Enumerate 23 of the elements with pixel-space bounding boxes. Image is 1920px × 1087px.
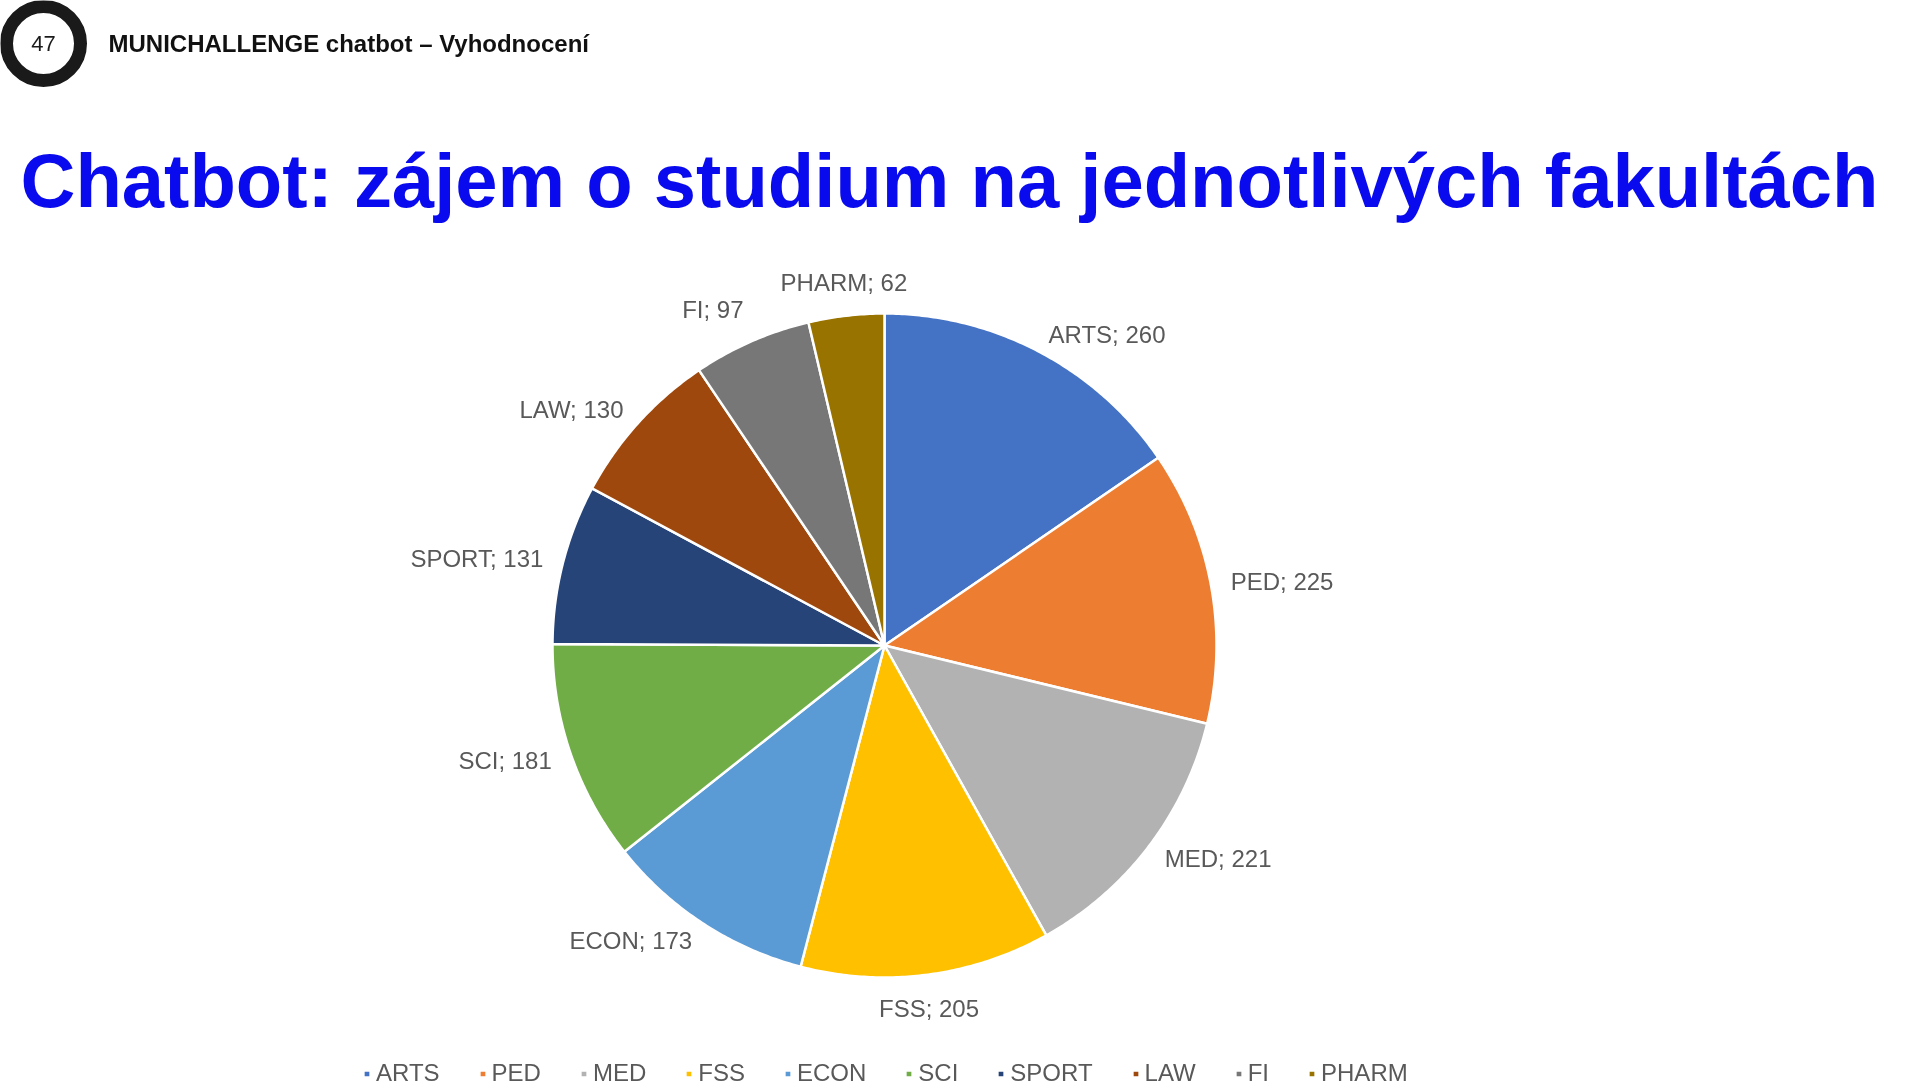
legend-label: FI	[1247, 1059, 1270, 1087]
legend-label: SPORT	[1010, 1059, 1093, 1087]
data-label: PED; 225	[1230, 568, 1334, 596]
data-label: MED; 221	[1164, 844, 1272, 872]
data-label: ARTS; 260	[1048, 320, 1166, 348]
legend-label: LAW	[1144, 1059, 1196, 1087]
data-label: FI; 97	[682, 295, 744, 323]
legend-label: PED	[491, 1059, 541, 1087]
legend-label: SCI	[918, 1059, 959, 1087]
data-label: SCI; 181	[458, 747, 552, 774]
legend-label: MED	[592, 1059, 647, 1087]
data-label: FSS; 205	[878, 994, 980, 1022]
chart-title: Chatbot: zájem o studium na jednotlivých fakultách	[20, 138, 1879, 223]
chart-subtitle: MUNICHALLENGE chatbot – Vyhodnocení	[108, 30, 591, 57]
data-label: PHARM; 62	[780, 268, 908, 296]
data-label: ECON; 173	[569, 926, 693, 954]
data-label: LAW; 130	[519, 395, 624, 423]
text: 47	[31, 31, 56, 56]
data-label: SPORT; 131	[410, 545, 544, 573]
legend-label: FSS	[698, 1059, 745, 1087]
legend-label: PHARM	[1321, 1059, 1408, 1087]
legend-label: ECON	[796, 1059, 867, 1087]
legend-label: ARTS	[376, 1059, 440, 1087]
